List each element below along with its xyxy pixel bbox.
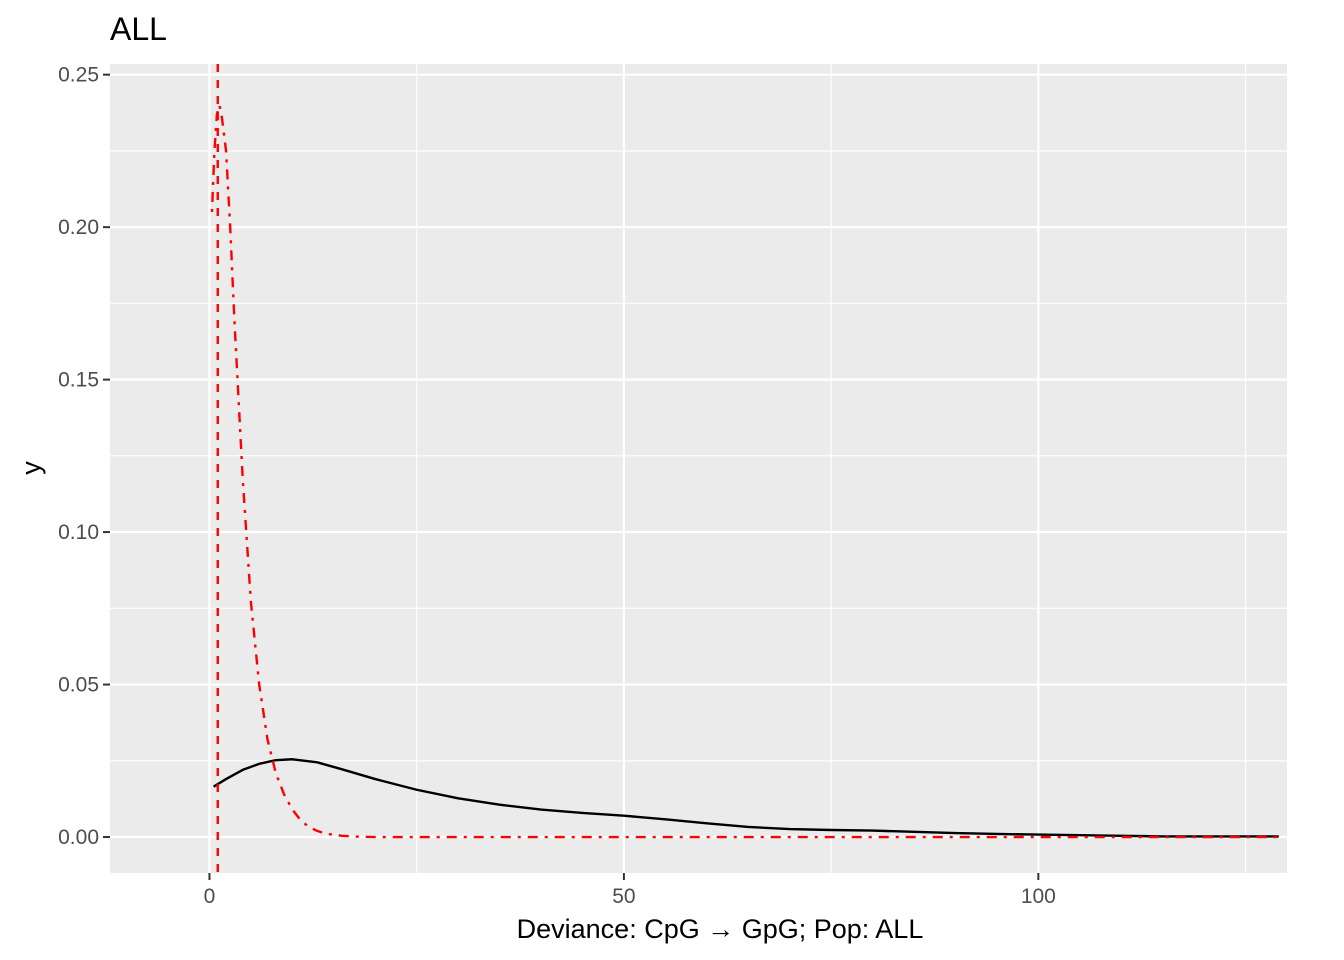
x-tick-label: 0 bbox=[204, 885, 216, 908]
y-tick-label: 0.15 bbox=[58, 369, 99, 392]
y-axis-title: y bbox=[16, 461, 46, 475]
y-tick-label: 0.10 bbox=[58, 521, 99, 544]
plot-panel bbox=[110, 64, 1287, 873]
y-tick-label: 0.05 bbox=[58, 674, 99, 697]
series-0-line bbox=[212, 758, 1279, 838]
y-tick-label: 0.20 bbox=[58, 216, 99, 239]
y-tick-label: 0.00 bbox=[58, 826, 99, 849]
y-tick-label: 0.25 bbox=[58, 64, 99, 87]
x-axis: 0 50 100 bbox=[204, 873, 1056, 908]
x-tick-label: 100 bbox=[1021, 885, 1056, 908]
series-1-line bbox=[210, 103, 1279, 839]
x-tick-label: 50 bbox=[612, 885, 635, 908]
x-axis-title: Deviance: CpG → GpG; Pop: ALL bbox=[517, 914, 924, 944]
series-layer bbox=[210, 64, 1279, 873]
major-gridlines bbox=[110, 64, 1287, 873]
y-axis: 0.00 0.05 0.10 0.15 0.20 0.25 bbox=[58, 64, 110, 849]
chart-title: ALL bbox=[110, 11, 167, 47]
